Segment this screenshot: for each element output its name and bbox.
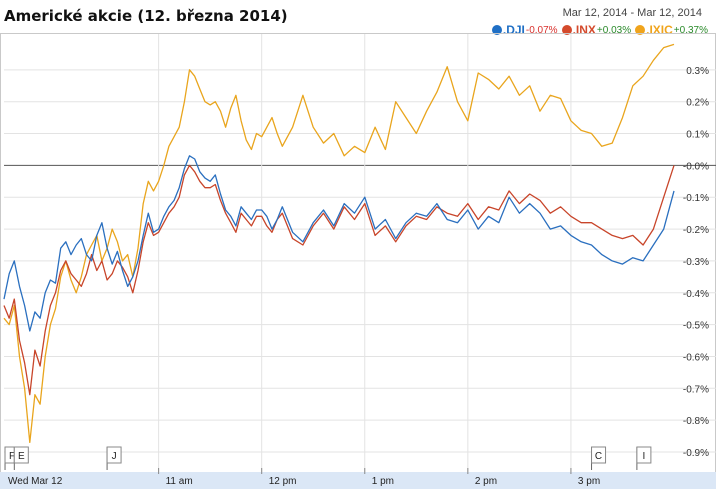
y-tick-label: -0.5%	[683, 321, 709, 332]
annotation-flag	[591, 446, 607, 464]
x-tick-label: 11 am	[166, 476, 193, 487]
series-line-inx	[3, 164, 675, 396]
x-tick-label: 12 pm	[269, 476, 297, 487]
series-line-dji	[3, 155, 675, 332]
annotation-letter: I	[643, 451, 646, 462]
legend-change-dji: -0.07%	[525, 24, 558, 36]
x-tick-label: 3 pm	[578, 476, 600, 487]
legend-dot-ixic	[635, 25, 646, 35]
y-tick-label: 0.3%	[686, 66, 709, 77]
y-tick-label: -0.1%	[683, 193, 709, 204]
y-tick-label: -0.8%	[683, 416, 709, 427]
series-line-ixic	[3, 43, 675, 444]
y-tick-label: 0.2%	[686, 98, 709, 109]
y-tick-label: 0.1%	[686, 130, 709, 141]
y-tick-label: -0.9%	[683, 448, 709, 459]
annotation-flag	[106, 446, 122, 464]
y-tick-label: -0.6%	[683, 352, 709, 363]
date-range: Mar 12, 2014 - Mar 12, 2014	[562, 7, 702, 19]
x-tick-label: 1 pm	[372, 476, 394, 487]
annotation-flag	[636, 446, 652, 464]
annotation-letter: E	[18, 451, 25, 462]
x-tick-label: Wed Mar 12	[8, 476, 63, 487]
annotation-flag	[13, 446, 29, 464]
y-tick-label: -0.7%	[683, 384, 709, 395]
y-tick-label: -0.0%	[683, 161, 709, 172]
y-tick-label: -0.3%	[683, 257, 709, 268]
y-tick-label: -0.2%	[683, 225, 709, 236]
x-axis-band	[0, 472, 716, 489]
legend-change-inx: +0.03%	[596, 24, 632, 36]
legend-dot-dji	[491, 25, 502, 35]
annotation-letter: J	[112, 451, 117, 462]
x-tick-label: 2 pm	[475, 476, 497, 487]
chart-title: Americké akcie (12. března 2014)	[4, 7, 288, 25]
y-tick-label: -0.4%	[683, 289, 709, 300]
legend-dot-inx	[561, 25, 572, 35]
annotation-letter: C	[595, 451, 602, 462]
annotation-letter: F	[9, 451, 15, 462]
legend-change-ixic: +0.37%	[673, 24, 708, 36]
